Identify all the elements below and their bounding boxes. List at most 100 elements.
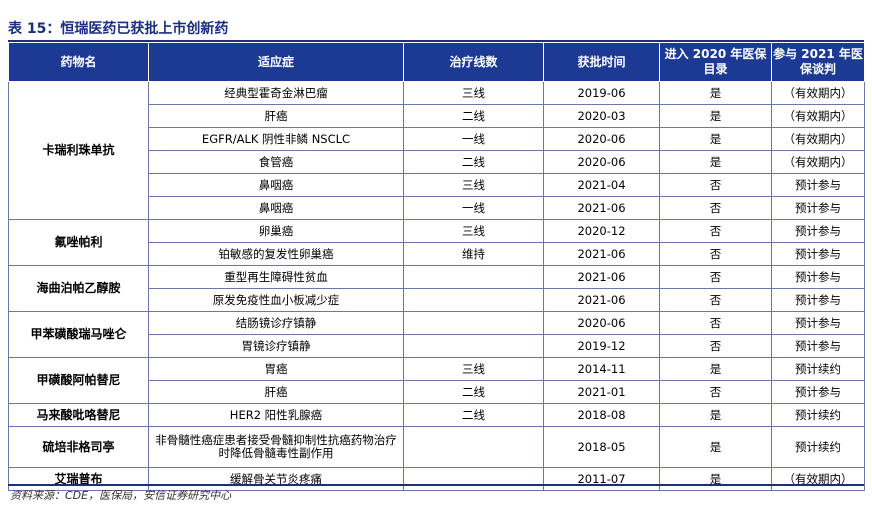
- nrdl-2020-cell: 是: [659, 467, 772, 491]
- header-nrdl-2020: 进入 2020 年医保目录: [659, 42, 772, 82]
- line-cell: 二线: [403, 380, 544, 404]
- drug-table: 药物名 适应症 治疗线数 获批时间 进入 2020 年医保目录 参与 2021 …: [8, 42, 865, 491]
- approval-date-cell: 2014-11: [543, 357, 660, 381]
- indication-cell: 结肠镜诊疗镇静: [148, 311, 404, 335]
- line-cell: 一线: [403, 127, 544, 151]
- table-row: 原发免疫性血小板减少症 2021-06 否预计参与: [9, 288, 865, 312]
- nrdl-2021-cell: 预计参与: [771, 173, 865, 197]
- table-row: 氟唑帕利 卵巢癌 三线 2020-12 否预计参与: [8, 219, 865, 266]
- nrdl-2021-cell: 预计参与: [771, 380, 865, 404]
- approval-date-cell: 2020-06: [543, 127, 660, 151]
- nrdl-2021-cell: 预计参与: [771, 242, 865, 266]
- indication-cell: HER2 阳性乳腺癌: [148, 403, 404, 427]
- nrdl-2020-cell: 否: [659, 380, 772, 404]
- source-note: 资料来源：CDE，医保局，安信证券研究中心: [10, 489, 232, 502]
- nrdl-2020-cell: 是: [659, 357, 772, 381]
- nrdl-2021-cell: （有效期内）: [771, 104, 865, 128]
- approval-date-cell: 2021-06: [543, 288, 660, 312]
- nrdl-2021-cell: 预计续约: [771, 426, 865, 468]
- line-cell: [403, 467, 544, 491]
- table-row: 铂敏感的复发性卵巢癌 维持 2021-06 否预计参与: [9, 242, 865, 266]
- line-cell: 三线: [403, 81, 544, 105]
- nrdl-2021-cell: 预计参与: [771, 288, 865, 312]
- indication-cell: 非骨髓性癌症患者接受骨髓抑制性抗癌药物治疗时降低骨髓毒性副作用: [148, 426, 404, 468]
- table-row: 海曲泊帕乙醇胺 重型再生障碍性贫血 2021-06 否预计参与: [8, 265, 865, 312]
- bottom-rule: [8, 484, 864, 486]
- table-header-row: 药物名 适应症 治疗线数 获批时间 进入 2020 年医保目录 参与 2021 …: [8, 42, 865, 82]
- indication-cell: 胃癌: [148, 357, 404, 381]
- drug-name-cell: 甲苯磺酸瑞马唑仑: [8, 311, 149, 358]
- nrdl-2021-cell: 预计参与: [771, 311, 865, 335]
- line-cell: [403, 426, 544, 468]
- approval-date-cell: 2020-06: [543, 150, 660, 174]
- approval-date-cell: 2020-03: [543, 104, 660, 128]
- line-cell: [403, 311, 544, 335]
- nrdl-2020-cell: 否: [659, 242, 772, 266]
- table-row: 食管癌 二线 2020-06 是（有效期内）: [9, 150, 865, 174]
- approval-date-cell: 2020-06: [543, 311, 660, 335]
- nrdl-2021-cell: 预计续约: [771, 403, 865, 427]
- indication-cell: 鼻咽癌: [148, 196, 404, 220]
- nrdl-2021-cell: 预计参与: [771, 219, 865, 243]
- table-body: 卡瑞利珠单抗 经典型霍奇金淋巴瘤 三线 2019-06 是（有效期内） 肝癌 二线 2020-…: [8, 81, 865, 491]
- indication-cell: 重型再生障碍性贫血: [148, 265, 404, 289]
- nrdl-2021-cell: 预计续约: [771, 357, 865, 381]
- table-row: 胃镜诊疗镇静 2019-12 否预计参与: [9, 334, 865, 358]
- indication-cell: 鼻咽癌: [148, 173, 404, 197]
- approval-date-cell: 2021-01: [543, 380, 660, 404]
- line-cell: [403, 265, 544, 289]
- nrdl-2021-cell: 预计参与: [771, 196, 865, 220]
- table-row: 马来酸吡咯替尼 HER2 阳性乳腺癌 二线 2018-08 是预计续约: [8, 403, 865, 427]
- approval-date-cell: 2020-12: [543, 219, 660, 243]
- line-cell: 三线: [403, 173, 544, 197]
- nrdl-2020-cell: 否: [659, 196, 772, 220]
- line-cell: 二线: [403, 104, 544, 128]
- indication-cell: 经典型霍奇金淋巴瘤: [148, 81, 404, 105]
- top-rule: [8, 40, 864, 42]
- approval-date-cell: 2019-12: [543, 334, 660, 358]
- nrdl-2021-cell: （有效期内）: [771, 127, 865, 151]
- table-row: 肝癌 二线 2020-03 是（有效期内）: [9, 104, 865, 128]
- approval-date-cell: 2021-06: [543, 242, 660, 266]
- table-row: 卡瑞利珠单抗 经典型霍奇金淋巴瘤 三线 2019-06 是（有效期内）: [8, 81, 865, 220]
- approval-date-cell: 2021-04: [543, 173, 660, 197]
- nrdl-2020-cell: 否: [659, 334, 772, 358]
- table-row: 甲苯磺酸瑞马唑仑 结肠镜诊疗镇静 2020-06 否预计参与: [8, 311, 865, 358]
- indication-cell: EGFR/ALK 阴性非鳞 NSCLC: [148, 127, 404, 151]
- indication-cell: 胃镜诊疗镇静: [148, 334, 404, 358]
- line-cell: 二线: [403, 403, 544, 427]
- nrdl-2020-cell: 否: [659, 265, 772, 289]
- nrdl-2020-cell: 是: [659, 104, 772, 128]
- header-indication: 适应症: [148, 42, 404, 82]
- nrdl-2020-cell: 否: [659, 288, 772, 312]
- drug-name-cell: 氟唑帕利: [8, 219, 149, 266]
- table-row: 甲磺酸阿帕替尼 胃癌 三线 2014-11 是预计续约: [8, 357, 865, 404]
- header-nrdl-2021: 参与 2021 年医保谈判: [771, 42, 865, 82]
- nrdl-2021-cell: （有效期内）: [771, 150, 865, 174]
- indication-cell: 食管癌: [148, 150, 404, 174]
- nrdl-2021-cell: 预计参与: [771, 265, 865, 289]
- indication-cell: 肝癌: [148, 104, 404, 128]
- drug-name-cell: 马来酸吡咯替尼: [8, 403, 149, 427]
- table-row: 鼻咽癌 三线 2021-04 否预计参与: [9, 173, 865, 197]
- indication-cell: 原发免疫性血小板减少症: [148, 288, 404, 312]
- nrdl-2021-cell: （有效期内）: [771, 81, 865, 105]
- indication-cell: 铂敏感的复发性卵巢癌: [148, 242, 404, 266]
- nrdl-2020-cell: 是: [659, 81, 772, 105]
- nrdl-2020-cell: 是: [659, 403, 772, 427]
- nrdl-2020-cell: 否: [659, 219, 772, 243]
- header-drug: 药物名: [8, 42, 149, 82]
- indication-cell: 卵巢癌: [148, 219, 404, 243]
- line-cell: 一线: [403, 196, 544, 220]
- drug-name-cell: 海曲泊帕乙醇胺: [8, 265, 149, 312]
- table-row: 鼻咽癌 一线 2021-06 否预计参与: [9, 196, 865, 220]
- table-row: 硫培非格司亭 非骨髓性癌症患者接受骨髓抑制性抗癌药物治疗时降低骨髓毒性副作用 201…: [8, 426, 865, 468]
- line-cell: 维持: [403, 242, 544, 266]
- line-cell: [403, 288, 544, 312]
- approval-date-cell: 2019-06: [543, 81, 660, 105]
- nrdl-2020-cell: 是: [659, 150, 772, 174]
- nrdl-2020-cell: 是: [659, 127, 772, 151]
- approval-date-cell: 2021-06: [543, 196, 660, 220]
- table-caption: 表 15：恒瑞医药已获批上市创新药: [8, 21, 229, 37]
